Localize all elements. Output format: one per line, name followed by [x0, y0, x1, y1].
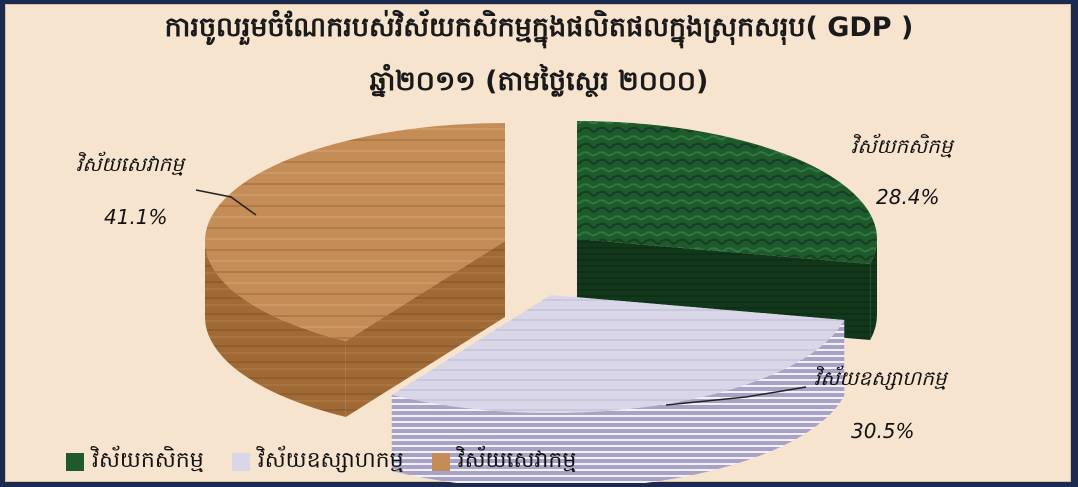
- legend-swatch-industry: [231, 453, 250, 471]
- slice-cut-face-services-0: [345, 241, 505, 418]
- slice-top-industry: [391, 295, 845, 413]
- leader-line-industry: [665, 386, 807, 406]
- pie-slice-services: [205, 123, 505, 418]
- slice-top-services: [205, 123, 505, 342]
- legend-text-industry: វិស័យឧស្សាហកម្ម: [257, 448, 404, 473]
- legend-item-agriculture: វិស័យកសិកម្ម: [66, 446, 204, 478]
- slice-label-agriculture: វិស័យកសិកម្ម: [851, 134, 953, 158]
- legend: វិស័យកសិកម្ម វិស័យឧស្សាហកម្ម វិស័យសេវាកម…: [66, 445, 576, 479]
- slice-value-agriculture: 28.4%: [876, 185, 940, 209]
- legend-text-agriculture: វិស័យកសិកម្ម: [92, 448, 204, 473]
- slice-top-agriculture: [577, 121, 877, 265]
- legend-swatch-agriculture: [66, 453, 84, 471]
- slice-label-services: វិស័យសេវាកម្ម: [76, 152, 184, 176]
- chart-frame: ការចូលរួមចំណែករបស់វិស័យកសិកម្មក្នុងផលិតផ…: [5, 4, 1071, 483]
- slice-outer-side-agriculture: [870, 239, 877, 341]
- chart-subtitle: ឆ្នាំ២០១១ (តាមថ្លៃស្ថេរ ២០០០): [369, 66, 709, 97]
- slice-outer-side-services: [205, 241, 346, 418]
- slice-label-industry: វិស័យឧស្សាហកម្ម: [814, 366, 947, 390]
- pie-slice-industry: [391, 295, 845, 483]
- slice-value-industry: 30.5%: [851, 419, 915, 443]
- chart-title: ការចូលរួមចំណែករបស់វិស័យកសិកម្មក្នុងផលិតផ…: [164, 12, 914, 43]
- pie-chart: [195, 121, 877, 483]
- legend-item-services: វិស័យសេវាកម្ម: [431, 446, 577, 478]
- legend-swatch-services: [431, 453, 450, 471]
- leader-lines: [195, 189, 807, 406]
- slice-outer-side-industry: [391, 320, 845, 483]
- slice-value-services: 41.1%: [104, 205, 168, 229]
- legend-item-industry: វិស័យឧស្សាហកម្ម: [231, 446, 404, 478]
- pie-slices: [205, 121, 877, 483]
- leader-line-services: [195, 189, 257, 216]
- legend-text-services: វិស័យសេវាកម្ម: [457, 448, 577, 473]
